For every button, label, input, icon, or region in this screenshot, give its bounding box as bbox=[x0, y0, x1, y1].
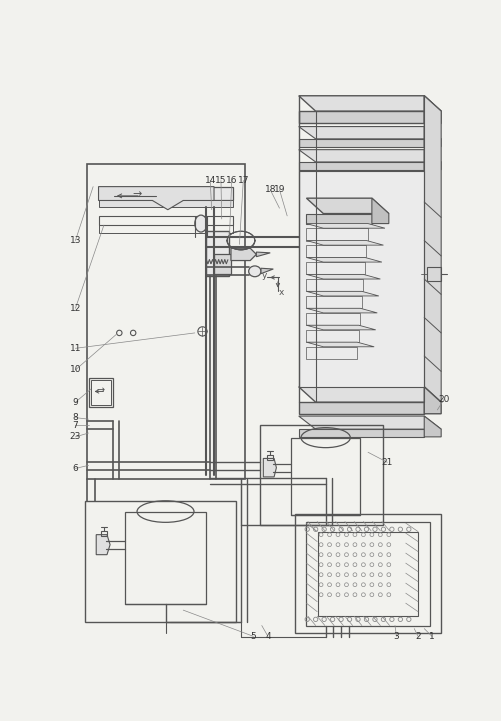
Polygon shape bbox=[307, 291, 379, 296]
Text: 17: 17 bbox=[237, 176, 249, 185]
Text: →: → bbox=[132, 190, 142, 199]
Text: 23: 23 bbox=[70, 433, 81, 441]
Bar bbox=[318, 531, 418, 616]
Bar bbox=[125, 512, 206, 604]
Text: 7: 7 bbox=[73, 421, 78, 430]
Polygon shape bbox=[424, 127, 441, 146]
Bar bbox=[101, 531, 107, 536]
Bar bbox=[206, 231, 229, 276]
Polygon shape bbox=[424, 387, 441, 414]
Polygon shape bbox=[299, 139, 424, 146]
Polygon shape bbox=[424, 96, 441, 123]
Text: 3: 3 bbox=[394, 632, 399, 641]
Text: 9: 9 bbox=[73, 398, 78, 407]
Text: 13: 13 bbox=[70, 236, 81, 245]
Polygon shape bbox=[307, 309, 377, 313]
Polygon shape bbox=[307, 325, 376, 329]
Ellipse shape bbox=[195, 215, 207, 232]
Polygon shape bbox=[257, 252, 270, 257]
Bar bbox=[99, 225, 233, 233]
Polygon shape bbox=[299, 387, 441, 402]
Text: 19: 19 bbox=[274, 185, 285, 194]
Polygon shape bbox=[264, 459, 277, 477]
Text: 14: 14 bbox=[204, 176, 216, 185]
Ellipse shape bbox=[248, 266, 261, 277]
Bar bbox=[260, 425, 383, 526]
Text: 11: 11 bbox=[70, 344, 81, 353]
Text: 15: 15 bbox=[215, 176, 227, 185]
Polygon shape bbox=[299, 171, 424, 387]
Text: 21: 21 bbox=[382, 458, 393, 466]
Polygon shape bbox=[299, 416, 441, 429]
Bar bbox=[91, 380, 111, 404]
Text: 10: 10 bbox=[70, 366, 81, 374]
Text: →: → bbox=[97, 386, 105, 396]
Bar bbox=[291, 438, 360, 515]
Polygon shape bbox=[424, 96, 441, 402]
Polygon shape bbox=[299, 402, 424, 414]
Text: 6: 6 bbox=[73, 464, 78, 473]
Polygon shape bbox=[231, 248, 257, 260]
Text: 20: 20 bbox=[438, 394, 450, 404]
Polygon shape bbox=[424, 416, 441, 437]
Polygon shape bbox=[299, 429, 424, 437]
Polygon shape bbox=[96, 535, 110, 554]
Text: y: y bbox=[262, 270, 268, 280]
Bar bbox=[427, 267, 441, 281]
Bar bbox=[89, 378, 113, 407]
Text: x: x bbox=[279, 288, 284, 297]
Text: 8: 8 bbox=[73, 413, 78, 422]
Text: 5: 5 bbox=[250, 632, 256, 641]
Polygon shape bbox=[299, 162, 424, 169]
Text: 2: 2 bbox=[415, 632, 421, 641]
Polygon shape bbox=[307, 198, 389, 213]
Polygon shape bbox=[372, 198, 389, 224]
Polygon shape bbox=[307, 257, 382, 262]
Text: 12: 12 bbox=[70, 304, 81, 313]
Polygon shape bbox=[299, 96, 441, 111]
Bar bbox=[99, 187, 233, 200]
Text: 1: 1 bbox=[429, 632, 435, 641]
Bar bbox=[99, 216, 233, 225]
Text: 18: 18 bbox=[265, 185, 276, 194]
Polygon shape bbox=[307, 213, 372, 224]
Polygon shape bbox=[299, 150, 441, 162]
Polygon shape bbox=[307, 224, 385, 229]
Bar bbox=[307, 521, 430, 626]
Text: 16: 16 bbox=[226, 176, 237, 185]
Polygon shape bbox=[424, 150, 441, 169]
Bar bbox=[295, 514, 441, 633]
Bar bbox=[99, 200, 233, 207]
Polygon shape bbox=[99, 187, 214, 210]
Polygon shape bbox=[307, 275, 380, 279]
Polygon shape bbox=[261, 268, 274, 274]
Polygon shape bbox=[307, 342, 374, 347]
Bar bbox=[86, 501, 235, 622]
Polygon shape bbox=[299, 127, 441, 139]
Polygon shape bbox=[299, 111, 424, 123]
Bar bbox=[267, 454, 274, 460]
Bar bbox=[214, 255, 231, 274]
Bar bbox=[87, 164, 245, 479]
Polygon shape bbox=[307, 241, 383, 245]
Text: 4: 4 bbox=[265, 632, 271, 641]
